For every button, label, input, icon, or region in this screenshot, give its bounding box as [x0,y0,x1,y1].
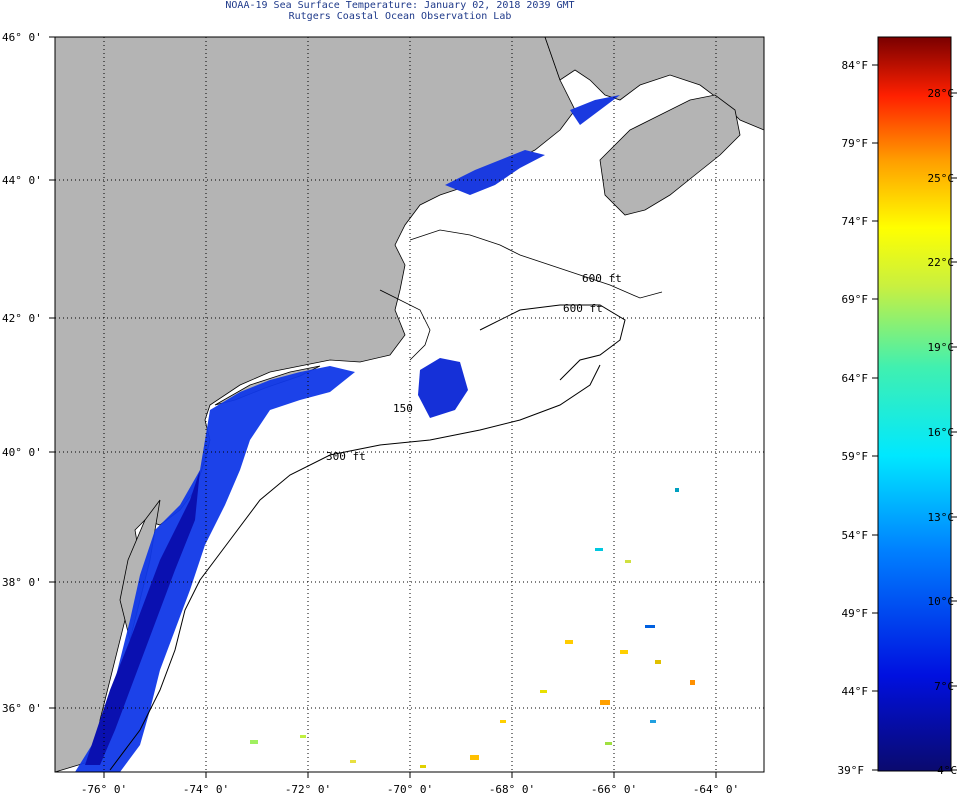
contour-inner-shelf [379,289,431,361]
lat-label-44: 44° 0' [2,174,42,187]
lon-label-64: -64° 0' [693,783,739,796]
colorbar-f-label: 64°F [842,372,869,385]
map-subtitle: Rutgers Coastal Ocean Observation Lab [288,11,512,22]
colorbar-c-label: 16°C [928,426,955,439]
lon-label-72: -72° 0' [285,783,331,796]
colorbar-c-label: 4°C [937,764,957,777]
colorbar-c-label: 19°C [928,341,955,354]
lon-label-74: -74° 0' [183,783,229,796]
contour-300ft [109,364,601,771]
colorbar-f-label: 54°F [842,529,869,542]
sst-offshore-specks [250,488,695,768]
colorbar-f-label: 74°F [842,215,869,228]
lon-label-66: -66° 0' [591,783,637,796]
colorbar-f-label: 49°F [842,607,869,620]
colorbar-f-label: 44°F [842,685,869,698]
sst-georges-patch [418,358,468,418]
contour-gulf-maine [409,229,663,299]
sst-bay-fundy-patch [570,95,620,125]
lat-label-38: 38° 0' [2,576,42,589]
graticule [55,37,764,772]
sst-gulf-maine-patch [445,150,545,195]
colorbar-c-label: 7°C [934,680,954,693]
sst-coastal-band [75,366,355,772]
contour-label-600ft-a: 600 ft [582,272,622,285]
sst-inner-dark [85,470,200,765]
lat-label-42: 42° 0' [2,312,42,325]
lat-label-46: 46° 0' [2,31,42,44]
colorbar-c-label: 22°C [928,256,955,269]
land-canada [544,37,764,131]
lat-label-40: 40° 0' [2,446,42,459]
land-nova-scotia [599,94,741,216]
lon-label-70: -70° 0' [387,783,433,796]
map-title: NOAA-19 Sea Surface Temperature: January… [225,0,575,11]
contour-label-300ft: 300 ft [326,450,366,463]
colorbar-c-label: 13°C [928,511,955,524]
frame-ticks [49,36,717,778]
colorbar-c-label: 28°C [928,87,955,100]
lon-label-68: -68° 0' [489,783,535,796]
colorbar-f-label: 84°F [842,59,869,72]
colorbar-f-label: 79°F [842,137,869,150]
contour-label-600ft-b: 600 ft [563,302,603,315]
colorbar-f-label: 59°F [842,450,869,463]
colorbar-f-label: 39°F [838,764,865,777]
colorbar-c-label: 25°C [928,172,955,185]
lon-label-76: -76° 0' [81,783,127,796]
colorbar-f-label: 69°F [842,293,869,306]
contour-600ft [479,304,626,381]
colorbar-ticks [872,64,957,771]
contour-label-150: 150 [393,402,413,415]
lat-label-36: 36° 0' [2,702,42,715]
sst-colorbar [877,36,952,772]
colorbar-c-label: 10°C [928,595,955,608]
